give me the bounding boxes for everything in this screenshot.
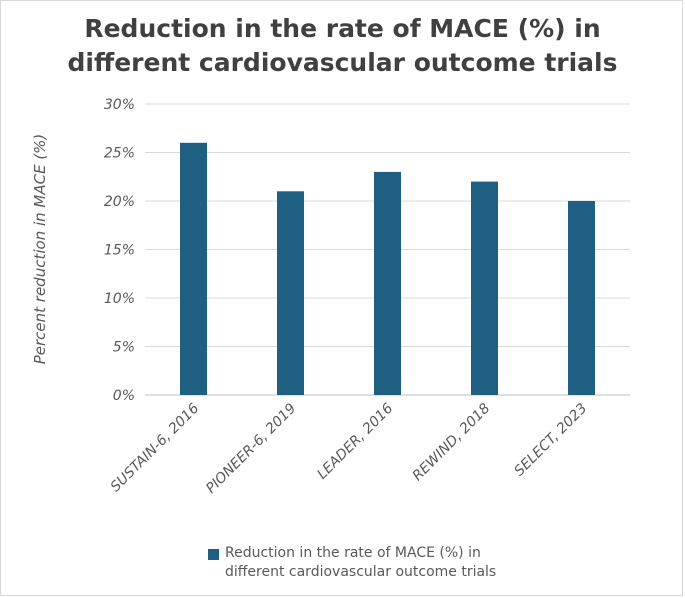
legend-label-line-2: different cardiovascular outcome trials — [225, 564, 497, 580]
x-tick-label: REWIND, 2018 — [410, 400, 494, 484]
bar — [471, 181, 498, 395]
legend-swatch — [208, 549, 219, 560]
y-tick-label: 5% — [113, 340, 135, 356]
x-tick-label: LEADER, 2016 — [314, 400, 396, 482]
chart-title-line-1: Reduction in the rate of MACE (%) in — [84, 14, 601, 43]
bar — [568, 201, 595, 395]
x-tick-label: PIONEER-6, 2019 — [203, 400, 299, 496]
chart-title: Reduction in the rate of MACE (%) in dif… — [0, 12, 685, 80]
bar — [374, 171, 401, 395]
bar — [277, 191, 304, 395]
y-tick-label: 10% — [104, 291, 135, 307]
bars — [180, 142, 595, 395]
bar — [180, 142, 207, 395]
y-tick-label: 30% — [104, 97, 135, 113]
legend-label-line-1: Reduction in the rate of MACE (%) in — [225, 545, 481, 561]
y-tick-label: 20% — [104, 194, 135, 210]
chart-title-line-2: different cardiovascular outcome trials — [67, 48, 618, 77]
x-tick-label: SELECT, 2023 — [511, 401, 590, 480]
y-tick-label: 25% — [104, 146, 135, 162]
legend-label: Reduction in the rate of MACE (%) in dif… — [225, 544, 545, 582]
y-tick-labels: 0% 5% 10% 15% 20% 25% 30% — [104, 97, 135, 404]
y-axis-label: Percent reduction in MACE (%) — [31, 134, 49, 365]
y-tick-label: 0% — [113, 388, 135, 404]
x-tick-label: SUSTAIN-6, 2016 — [108, 400, 203, 495]
legend: Reduction in the rate of MACE (%) in dif… — [208, 544, 545, 582]
x-tick-labels: SUSTAIN-6, 2016 PIONEER-6, 2019 LEADER, 20… — [108, 400, 591, 496]
y-tick-label: 15% — [104, 243, 135, 259]
